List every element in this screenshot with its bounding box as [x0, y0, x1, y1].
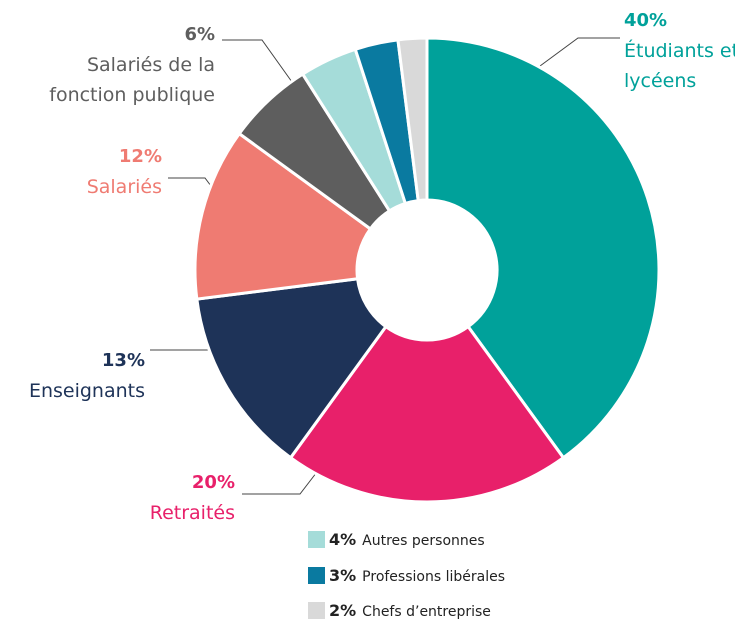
slice-label: 13% Enseignants	[0, 346, 145, 406]
leader-line	[539, 37, 620, 67]
legend-swatch	[308, 531, 325, 548]
slice	[195, 277, 388, 460]
legend-swatch	[308, 602, 325, 619]
legend-swatch	[308, 567, 325, 584]
legend-name: Autres personnes	[362, 533, 485, 549]
leader-line	[242, 467, 321, 495]
legend-name: Professions libérales	[362, 569, 505, 585]
slice-percent: 6%	[184, 24, 215, 45]
leader-line	[168, 177, 215, 191]
slice-name: Salariés	[86, 176, 162, 198]
legend-percent: 3%	[329, 566, 357, 585]
legend-percent: 2%	[329, 601, 357, 620]
legend-name: Chefs d’entreprise	[362, 604, 491, 620]
slice-percent: 20%	[191, 472, 235, 493]
legend-percent: 4%	[329, 530, 357, 549]
legend-item: 4% Autres personnes	[308, 530, 485, 550]
slice-name: Retraités	[149, 502, 235, 524]
slice	[396, 36, 429, 203]
legend-item: 3% Professions libérales	[308, 566, 505, 586]
slice-name: Étudiants et lycéens	[624, 40, 735, 92]
slice-label: 40% Étudiants et lycéens	[624, 6, 735, 96]
slice-label: 6% Salariés de la fonction publique	[40, 20, 215, 110]
legend-item: 2% Chefs d’entreprise	[308, 601, 491, 621]
leader-line	[222, 39, 293, 83]
slice-percent: 12%	[118, 146, 162, 167]
slice-name: Salariés de la fonction publique	[49, 54, 215, 106]
slice-name: Enseignants	[28, 380, 145, 402]
slice-label: 12% Salariés	[42, 142, 162, 202]
slice-percent: 40%	[624, 10, 668, 31]
slice	[193, 131, 373, 301]
slice	[288, 324, 566, 504]
slice-percent: 13%	[101, 350, 145, 371]
slice-label: 20% Retraités	[115, 468, 235, 528]
slice	[425, 36, 661, 460]
